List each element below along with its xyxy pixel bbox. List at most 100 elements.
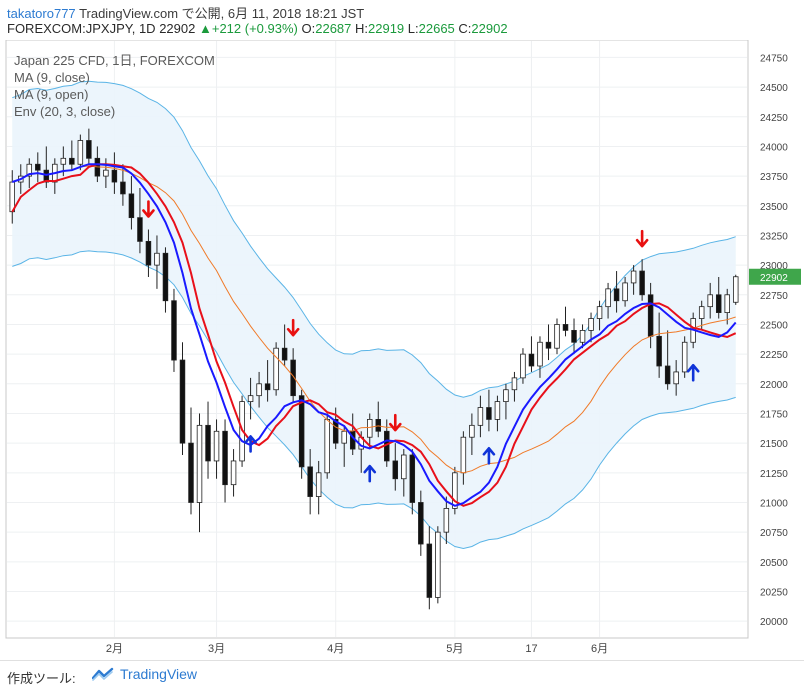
candle <box>579 324 586 349</box>
price-tick: 23500 <box>760 202 788 213</box>
candle <box>171 288 177 372</box>
candle-body <box>196 424 203 503</box>
candle-body <box>681 341 688 373</box>
candle <box>724 288 730 325</box>
candle <box>256 371 262 408</box>
price-tick: 20750 <box>760 528 788 539</box>
candle-body <box>103 169 109 177</box>
candle <box>486 389 492 432</box>
candle <box>69 140 75 171</box>
candle-body <box>596 306 603 319</box>
candle-body <box>724 294 730 313</box>
time-tick: 5月 <box>446 643 463 655</box>
candle-body <box>43 169 50 183</box>
candle-body <box>452 472 458 509</box>
price-tick: 20000 <box>760 617 788 628</box>
made-with-label: 作成ツール: <box>7 671 76 686</box>
candle-body <box>120 181 126 195</box>
candle-body <box>247 395 254 403</box>
candle-body <box>664 365 671 385</box>
candle-body <box>137 217 143 242</box>
buy-arrow-icon <box>244 435 257 453</box>
buy-arrow-icon <box>363 464 377 483</box>
candle <box>537 336 543 378</box>
envelope-fill <box>12 81 736 549</box>
candle <box>707 282 713 319</box>
candle-body <box>511 377 518 391</box>
up-triangle-icon: ▲ <box>198 21 212 36</box>
candle <box>273 342 279 396</box>
candle-body <box>698 306 705 319</box>
candle-body <box>443 508 450 533</box>
candle <box>341 425 347 467</box>
high-value: 22919 <box>368 21 405 36</box>
candle-body <box>486 407 492 420</box>
candle <box>426 526 433 610</box>
candle <box>664 330 671 390</box>
candle <box>145 229 152 277</box>
candle <box>264 360 271 402</box>
change-value: +212 (+0.93%) <box>211 21 298 36</box>
time-axis[interactable]: 2月 3月 4月 5月 17 6月 <box>106 643 608 655</box>
candle <box>375 401 381 438</box>
candle-body <box>579 329 586 343</box>
tradingview-brand[interactable]: TradingView <box>92 666 197 682</box>
candle <box>520 348 526 384</box>
price-tick: 22500 <box>760 320 788 331</box>
candle <box>545 324 552 361</box>
candle <box>222 419 228 503</box>
price-axis[interactable]: 20000 20250 20500 20750 21000 21250 21500 21750… <box>749 53 801 628</box>
candle-body <box>605 288 611 308</box>
candle-body <box>69 157 75 165</box>
legend-envelope[interactable]: Env (20, 3, close) <box>14 104 116 119</box>
price-chart[interactable]: 20000 20250 20500 20750 21000 21250 21500 21750… <box>0 40 804 658</box>
candle <box>298 389 305 479</box>
candle <box>281 324 288 366</box>
candle-body <box>401 454 407 480</box>
candle-body <box>273 347 279 391</box>
candle-body <box>281 347 288 361</box>
candle-body <box>715 294 722 313</box>
candle <box>120 164 126 206</box>
candle-body <box>392 460 399 480</box>
legend-symbol: Japan 225 CFD, 1日, FOREXCOM <box>14 53 215 68</box>
candle <box>477 395 484 438</box>
candle <box>681 336 688 378</box>
legend-ma-open[interactable]: MA (9, open) <box>14 87 89 102</box>
candle-body <box>503 389 509 403</box>
time-tick: 6月 <box>591 643 608 655</box>
signal-arrows <box>142 200 700 483</box>
candle-body <box>230 460 237 486</box>
candle <box>554 318 560 355</box>
legend-ma-close[interactable]: MA (9, close) <box>14 70 90 85</box>
candle-body <box>171 300 177 361</box>
candle <box>673 360 679 396</box>
candle <box>205 401 211 479</box>
sell-arrow-icon <box>286 318 300 337</box>
candle <box>435 526 441 604</box>
candle-body <box>630 270 637 284</box>
price-tick: 22000 <box>760 380 788 391</box>
candle-body <box>554 324 560 349</box>
time-tick: 4月 <box>327 643 344 655</box>
candle <box>605 282 611 319</box>
candle-body <box>111 169 118 183</box>
candle-body <box>460 436 467 474</box>
price-tick: 23750 <box>760 172 788 183</box>
candle <box>733 274 739 305</box>
publish-line: takatoro777 TradingView.com で公開, 6月 11, … <box>7 3 364 22</box>
candle-body <box>188 442 194 503</box>
candle-body <box>77 140 84 165</box>
candle-body <box>477 407 484 426</box>
candle-body <box>290 359 296 397</box>
envelope-lower-line <box>12 250 736 550</box>
author-link[interactable]: takatoro777 <box>7 6 76 21</box>
symbol-label: FOREXCOM:JPXJPY, 1D <box>7 21 156 36</box>
candle <box>656 312 662 378</box>
candle-body <box>298 395 305 468</box>
brand-name: TradingView <box>120 666 198 682</box>
candle <box>128 176 135 230</box>
price-tick: 21750 <box>760 409 788 420</box>
envelope-upper-line <box>12 80 736 398</box>
candle <box>307 449 313 515</box>
